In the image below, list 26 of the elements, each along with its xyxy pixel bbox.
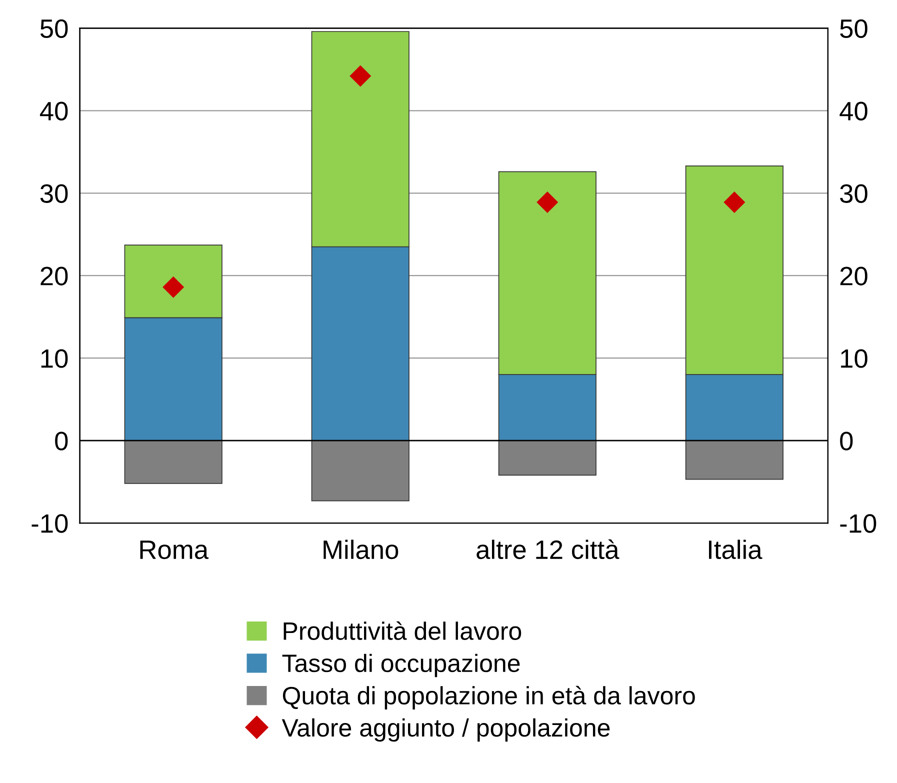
x-tick-label: Milano <box>324 540 398 560</box>
legend-label: Valore aggiunto / popolazione <box>282 718 610 742</box>
x-tick-label: Roma <box>140 540 209 560</box>
y2-tick-label: 20 <box>840 266 868 286</box>
y-tick-label: 20 <box>40 266 68 286</box>
point <box>162 276 184 298</box>
y-tick-label: 40 <box>40 102 68 120</box>
legend-label: Tasso di occupazione <box>282 654 520 678</box>
y2-tick-label: 10 <box>841 349 868 368</box>
y2-tick-label: 30 <box>840 184 868 203</box>
point <box>350 65 372 87</box>
y-tick-label: 30 <box>40 184 68 203</box>
point <box>724 191 746 213</box>
x-tick-label: altre 12 città <box>476 539 620 560</box>
y-tick-label: 10 <box>41 349 68 368</box>
legend-label: Produttività del lavoro <box>284 621 522 640</box>
point <box>536 191 558 213</box>
y2-tick-label: 40 <box>840 102 868 120</box>
y-tick-label: 0 <box>55 432 68 450</box>
y2-tick-label: -10 <box>840 514 876 533</box>
y2-tick-label: 50 <box>840 19 868 38</box>
x-tick-label: Italia <box>708 540 762 560</box>
y-tick-label: -10 <box>32 514 68 533</box>
y-tick-label: 50 <box>40 19 68 38</box>
legend-label: Quota di popolazione in età da lavoro <box>282 686 695 710</box>
y2-tick-label: 0 <box>840 432 853 450</box>
